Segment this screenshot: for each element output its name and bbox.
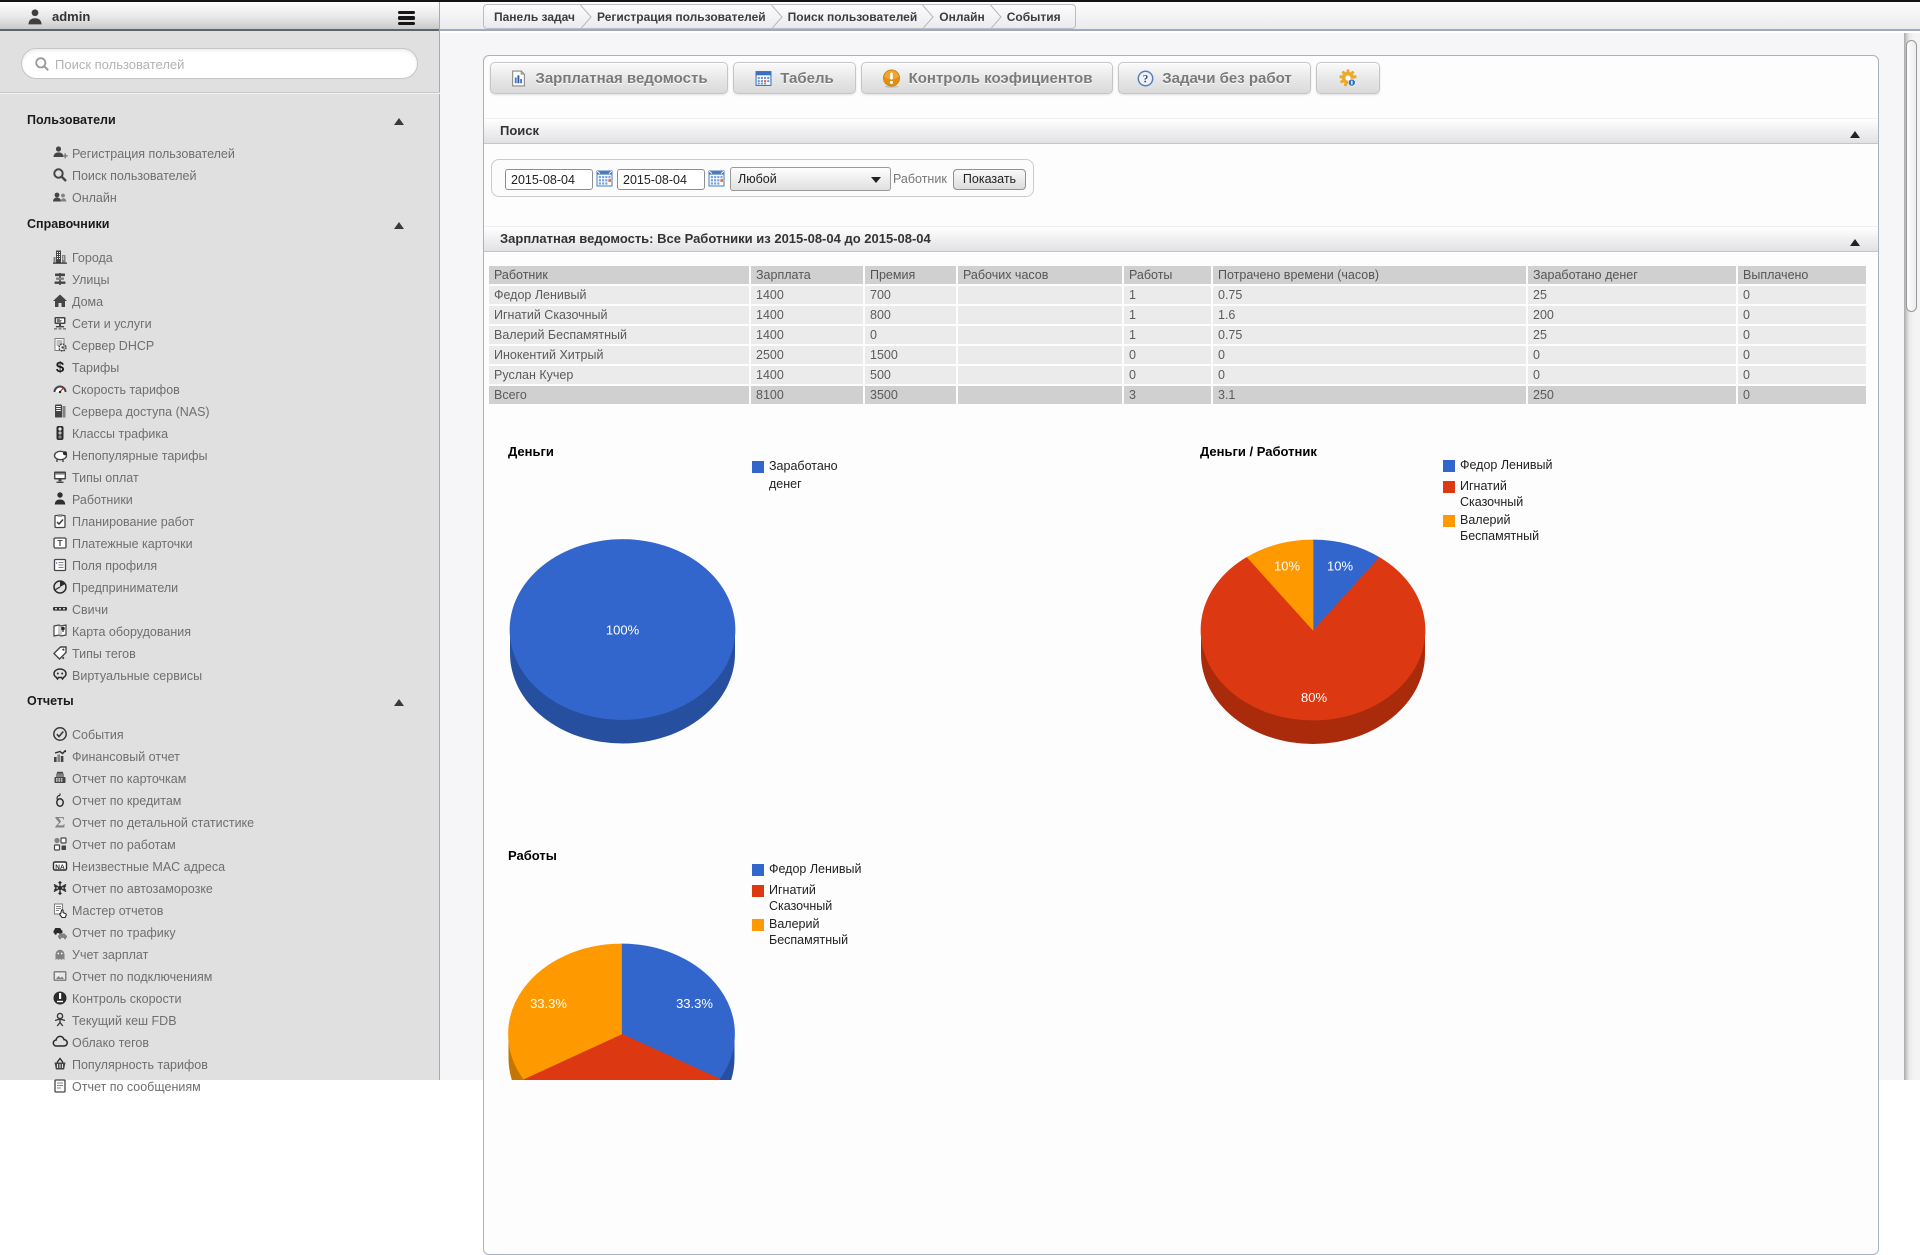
- svg-text:33.3%: 33.3%: [676, 996, 713, 1011]
- svg-text:10%: 10%: [1327, 559, 1353, 574]
- svg-text:80%: 80%: [1301, 690, 1327, 705]
- svg-text:NA: NA: [55, 863, 65, 870]
- svg-text:$: $: [56, 359, 65, 375]
- svg-text:100%: 100%: [606, 623, 640, 638]
- svg-text:33.3%: 33.3%: [530, 996, 567, 1011]
- svg-text:T: T: [57, 538, 63, 548]
- svg-text:?: ?: [1143, 73, 1149, 85]
- svg-text:10%: 10%: [1274, 559, 1300, 574]
- svg-text:Σ: Σ: [55, 814, 65, 830]
